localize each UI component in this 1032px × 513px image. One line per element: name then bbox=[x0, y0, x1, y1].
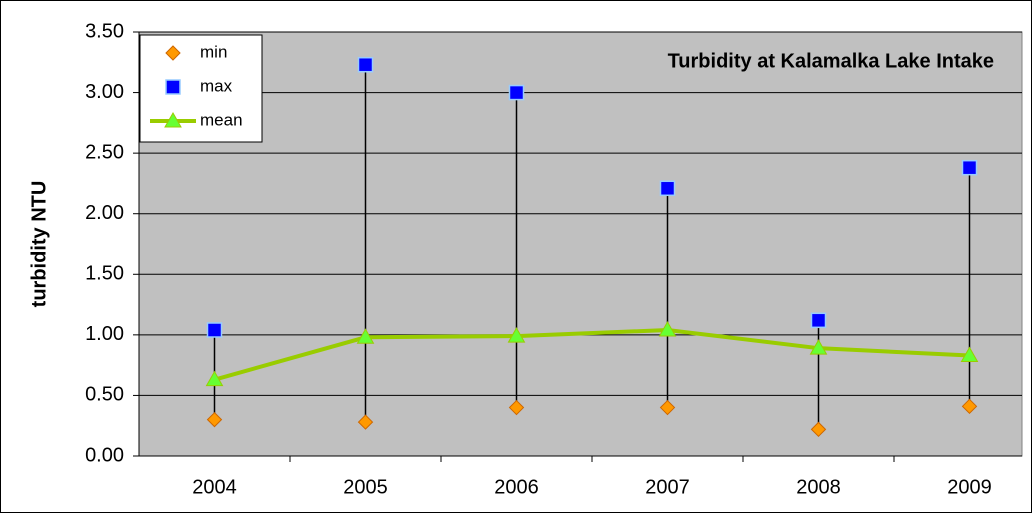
legend-marker bbox=[165, 79, 181, 95]
y-tick-label: 0.00 bbox=[85, 444, 124, 466]
legend-marker bbox=[165, 45, 181, 61]
min-marker bbox=[357, 414, 374, 430]
min-marker bbox=[659, 399, 676, 416]
max-marker bbox=[659, 180, 676, 197]
mean-marker bbox=[205, 370, 224, 387]
y-tick-label: 3.50 bbox=[85, 20, 124, 42]
min-marker bbox=[508, 399, 525, 416]
legend-marker bbox=[164, 111, 182, 128]
legend-label: mean bbox=[200, 110, 243, 129]
legend-label: max bbox=[200, 76, 233, 95]
legend-label: min bbox=[200, 42, 227, 61]
max-marker bbox=[206, 322, 223, 338]
mean-marker bbox=[960, 346, 979, 362]
min-marker bbox=[961, 398, 978, 415]
mean-line bbox=[213, 328, 970, 382]
mean-marker bbox=[658, 321, 677, 337]
x-tick-label: 2007 bbox=[645, 476, 690, 498]
chart-title: Turbidity at Kalamalka Lake Intake bbox=[668, 50, 994, 72]
y-tick-label: 1.50 bbox=[85, 263, 124, 285]
x-tick-label: 2008 bbox=[796, 476, 841, 498]
max-marker bbox=[508, 84, 525, 101]
mean-marker bbox=[809, 339, 828, 355]
x-tick-label: 2006 bbox=[494, 476, 539, 498]
min-marker bbox=[206, 411, 223, 428]
y-tick-label: 1.00 bbox=[85, 323, 124, 345]
y-tick-label: 2.00 bbox=[85, 202, 124, 224]
max-marker bbox=[810, 312, 827, 329]
x-tick-label: 2005 bbox=[343, 476, 388, 498]
max-marker bbox=[357, 56, 374, 73]
min-marker bbox=[810, 421, 827, 438]
legend bbox=[139, 34, 263, 143]
max-marker bbox=[961, 159, 978, 176]
y-tick-label: 0.50 bbox=[85, 384, 124, 406]
y-axis-label: turbidity NTU bbox=[28, 181, 50, 308]
y-tick-label: 3.00 bbox=[85, 81, 124, 103]
mean-marker bbox=[507, 327, 526, 343]
x-tick-label: 2009 bbox=[947, 476, 992, 498]
y-tick-label: 2.50 bbox=[85, 141, 124, 163]
x-tick-label: 2004 bbox=[192, 476, 237, 498]
plot-area bbox=[138, 31, 1023, 457]
mean-marker bbox=[356, 328, 375, 344]
